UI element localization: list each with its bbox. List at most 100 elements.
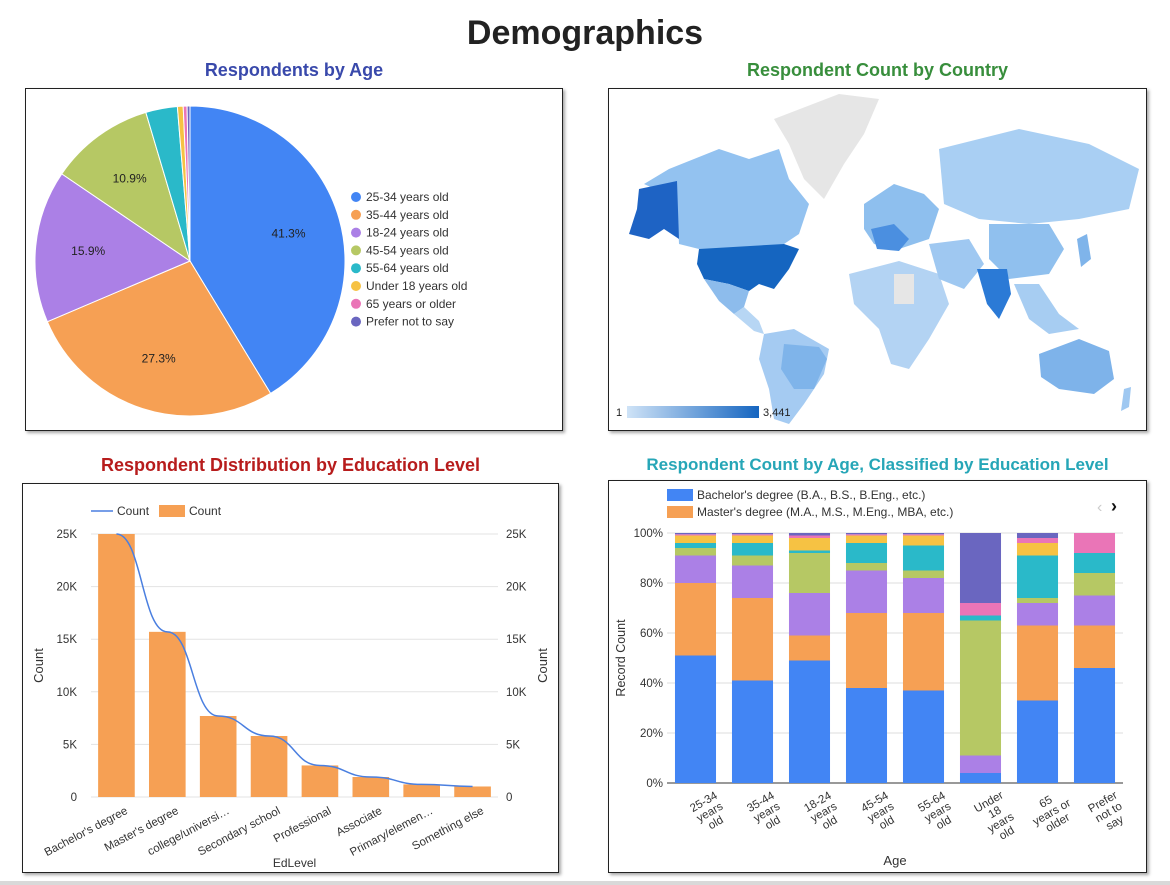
map-brazil[interactable] [781, 344, 827, 389]
stack-seg-3-3[interactable] [845, 563, 888, 571]
edu-bar-2[interactable] [199, 715, 237, 797]
edu-count-line[interactable] [116, 533, 473, 788]
stack-seg-4-2[interactable] [902, 578, 945, 613]
stack-seg-6-7[interactable] [1016, 533, 1059, 538]
stack-seg-1-4[interactable] [731, 543, 774, 556]
edu-bar-3[interactable] [250, 735, 288, 797]
map-greenland[interactable] [774, 94, 879, 199]
edu-bar-4[interactable] [301, 765, 339, 797]
pie-slice-0[interactable] [189, 105, 346, 395]
pie-slice-7[interactable] [186, 105, 191, 262]
edu-bar-7[interactable] [454, 786, 491, 797]
stack-seg-6-4[interactable] [1016, 555, 1059, 599]
stack-seg-5-3[interactable] [959, 620, 1002, 756]
stack-seg-7-4[interactable] [1073, 553, 1116, 573]
stack-seg-4-1[interactable] [902, 613, 945, 691]
stack-seg-5-4[interactable] [959, 615, 1002, 621]
stack-seg-7-6[interactable] [1073, 533, 1116, 553]
stack-seg-3-0[interactable] [845, 688, 888, 783]
stack-seg-5-2[interactable] [959, 755, 1002, 774]
stack-seg-6-0[interactable] [1016, 700, 1059, 784]
map-mexico[interactable] [704, 279, 749, 314]
stack-seg-6-3[interactable] [1016, 598, 1059, 603]
stack-seg-0-7[interactable] [674, 533, 717, 535]
stack-seg-0-3[interactable] [674, 548, 717, 556]
edu-bar-0[interactable] [98, 534, 135, 797]
stack-seg-0-1[interactable] [674, 583, 717, 656]
stack-seg-7-2[interactable] [1073, 595, 1116, 626]
stack-seg-4-0[interactable] [902, 690, 945, 784]
map-alaska[interactable] [629, 181, 679, 239]
stack-seg-1-5[interactable] [731, 535, 774, 544]
map-africa[interactable] [849, 261, 949, 369]
map-russia[interactable] [939, 129, 1139, 224]
map-china[interactable] [989, 224, 1064, 279]
map-se-asia[interactable] [1014, 284, 1079, 334]
stack-seg-1-3[interactable] [731, 555, 774, 566]
stack-seg-2-7[interactable] [788, 533, 831, 536]
pie-slice-2[interactable] [34, 173, 192, 323]
stack-seg-5-7[interactable] [959, 533, 1002, 603]
stack-seg-3-6[interactable] [845, 534, 888, 536]
stack-seg-1-1[interactable] [731, 598, 774, 681]
country-map-panel[interactable]: 1 3,441 [608, 88, 1147, 431]
edu-bar-6[interactable] [403, 784, 441, 797]
stack-seg-2-1[interactable] [788, 635, 831, 661]
map-canada[interactable] [644, 149, 809, 249]
stack-seg-4-7[interactable] [902, 533, 945, 535]
stack-seg-2-6[interactable] [788, 535, 831, 539]
stack-seg-3-1[interactable] [845, 613, 888, 688]
stack-seg-1-7[interactable] [731, 533, 774, 535]
stack-seg-0-6[interactable] [674, 534, 717, 536]
stack-seg-2-4[interactable] [788, 550, 831, 554]
stack-seg-2-3[interactable] [788, 553, 831, 593]
pie-slice-3[interactable] [61, 111, 191, 263]
map-sahara-no-data[interactable] [894, 274, 914, 304]
stack-seg-0-5[interactable] [674, 535, 717, 544]
stack-seg-4-4[interactable] [902, 545, 945, 571]
map-western-europe[interactable] [871, 224, 909, 251]
world-map[interactable]: 1 3,441 [609, 89, 1146, 430]
map-india[interactable] [977, 269, 1011, 319]
stack-seg-7-0[interactable] [1073, 668, 1116, 783]
pie-legend-dot-7 [351, 316, 361, 327]
stack-seg-4-3[interactable] [902, 570, 945, 579]
map-central-america[interactable] [734, 307, 764, 334]
stack-seg-7-1[interactable] [1073, 625, 1116, 669]
map-new-zealand[interactable] [1121, 387, 1131, 411]
stack-seg-4-5[interactable] [902, 535, 945, 546]
stack-seg-3-2[interactable] [845, 570, 888, 614]
stack-seg-6-1[interactable] [1016, 625, 1059, 701]
map-middle-east[interactable] [929, 239, 984, 289]
stack-seg-3-4[interactable] [845, 543, 888, 563]
stack-seg-6-2[interactable] [1016, 603, 1059, 626]
stack-seg-5-6[interactable] [959, 603, 1002, 616]
stack-x-tick-5: Under18yearsold [972, 789, 1023, 846]
stack-seg-1-0[interactable] [731, 680, 774, 784]
stack-seg-4-6[interactable] [902, 534, 945, 536]
stack-seg-1-6[interactable] [731, 534, 774, 536]
map-australia[interactable] [1039, 339, 1114, 394]
stack-seg-7-3[interactable] [1073, 573, 1116, 596]
stack-seg-6-6[interactable] [1016, 538, 1059, 543]
stack-seg-0-2[interactable] [674, 555, 717, 584]
stack-seg-3-5[interactable] [845, 535, 888, 544]
map-usa[interactable] [697, 244, 799, 291]
pie-slice-1[interactable] [46, 260, 272, 417]
stack-seg-1-2[interactable] [731, 565, 774, 599]
stack-seg-6-5[interactable] [1016, 543, 1059, 556]
legend-prev-icon[interactable]: ‹ [1097, 499, 1102, 516]
stack-seg-3-7[interactable] [845, 533, 888, 535]
edu-bar-1[interactable] [148, 631, 186, 797]
stack-seg-0-4[interactable] [674, 543, 717, 548]
edu-bar-5[interactable] [352, 777, 390, 797]
stack-seg-2-5[interactable] [788, 538, 831, 551]
map-japan[interactable] [1077, 234, 1091, 267]
stack-seg-0-0[interactable] [674, 655, 717, 784]
stack-seg-5-0[interactable] [959, 773, 1002, 783]
pie-label-0: 41.3% [271, 226, 305, 240]
stack-seg-2-0[interactable] [788, 660, 831, 784]
legend-next-icon[interactable]: › [1111, 496, 1117, 516]
stack-seg-2-2[interactable] [788, 593, 831, 636]
stack-y-tick: 80% [640, 578, 663, 590]
